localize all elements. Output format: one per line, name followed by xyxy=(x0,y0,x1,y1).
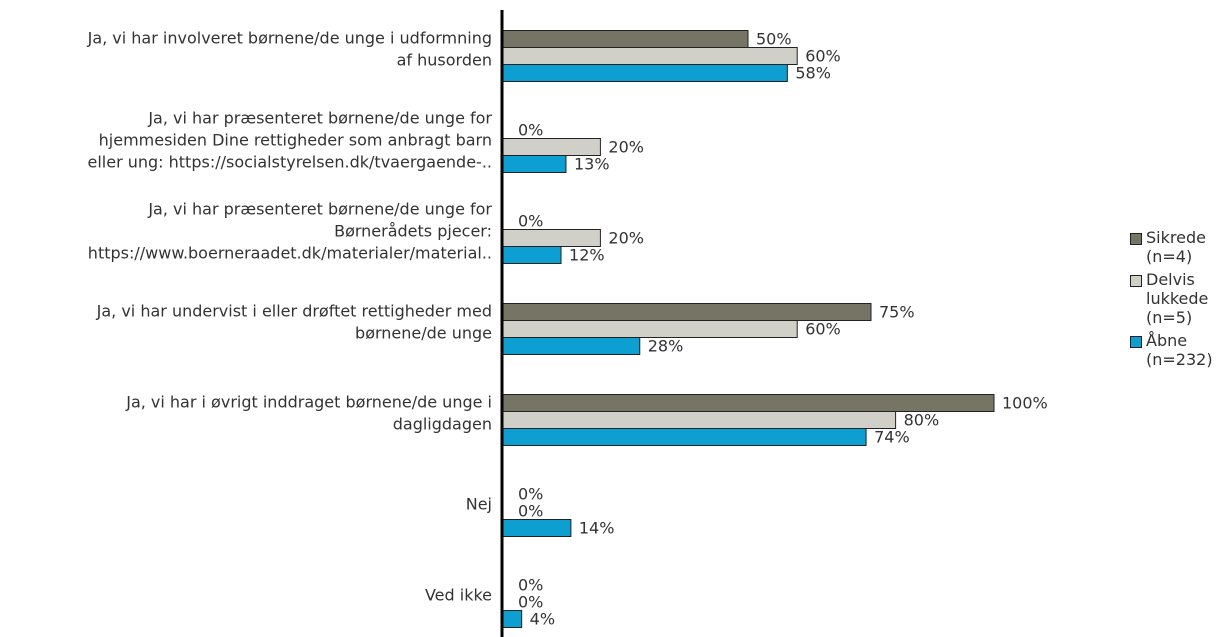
value-label: 0% xyxy=(518,121,543,140)
value-label: 20% xyxy=(608,138,644,157)
value-label: 80% xyxy=(904,411,940,430)
category-label: Ja, vi har præsenteret børnene/de unge f… xyxy=(147,200,492,219)
bar xyxy=(501,428,867,446)
value-label: 0% xyxy=(518,212,543,231)
value-label: 0% xyxy=(518,576,543,595)
bar xyxy=(501,610,523,628)
value-label: 75% xyxy=(879,303,915,322)
value-label: 14% xyxy=(579,519,615,538)
bar xyxy=(501,411,897,429)
value-label: 28% xyxy=(648,337,684,356)
bar xyxy=(501,138,601,156)
category-label: Børnerådets pjecer: xyxy=(334,222,492,241)
value-label: 50% xyxy=(756,30,792,49)
legend-label: Delvis lukkede (n=5) xyxy=(1146,270,1209,327)
category-label: Ja, vi har i øvrigt inddraget børnene/de… xyxy=(125,393,492,412)
category-label: Ved ikke xyxy=(425,586,492,605)
category-label: dagligdagen xyxy=(393,415,492,434)
bar xyxy=(501,394,995,412)
value-label: 0% xyxy=(518,502,543,521)
category-label: eller ung: https://socialstyrelsen.dk/tv… xyxy=(87,153,492,172)
legend-item: Åbne (n=232) xyxy=(1130,331,1228,369)
legend-item: Delvis lukkede (n=5) xyxy=(1130,270,1228,327)
legend-swatch xyxy=(1130,275,1142,287)
bar xyxy=(501,64,788,82)
legend-label: Sikrede (n=4) xyxy=(1146,228,1206,266)
legend-swatch xyxy=(1130,336,1142,348)
bar xyxy=(501,229,601,247)
value-label: 4% xyxy=(530,610,555,629)
bar xyxy=(501,320,798,338)
legend-item: Sikrede (n=4) xyxy=(1130,228,1228,266)
legend-swatch xyxy=(1130,233,1142,245)
value-label: 13% xyxy=(574,155,610,174)
category-label: hjemmesiden Dine rettigheder som anbragt… xyxy=(99,131,492,150)
legend: Sikrede (n=4) Delvis lukkede (n=5) Åbne (n… xyxy=(1130,228,1228,373)
value-label: 20% xyxy=(608,229,644,248)
category-label: børnene/de unge xyxy=(355,324,492,343)
bar xyxy=(501,519,572,537)
bar xyxy=(501,246,562,264)
value-label: 60% xyxy=(805,320,841,339)
bar xyxy=(501,303,872,321)
value-label: 0% xyxy=(518,593,543,612)
bar xyxy=(501,30,749,48)
value-label: 74% xyxy=(874,428,910,447)
bar xyxy=(501,155,567,173)
value-label: 100% xyxy=(1002,394,1048,413)
category-label: Nej xyxy=(466,495,492,514)
value-label: 0% xyxy=(518,485,543,504)
bar xyxy=(501,337,641,355)
value-label: 58% xyxy=(795,64,831,83)
category-label: https://www.boerneraadet.dk/materialer/m… xyxy=(88,244,492,263)
category-label: Ja, vi har undervist i eller drøftet ret… xyxy=(96,302,492,321)
legend-label: Åbne (n=232) xyxy=(1146,331,1213,369)
bar xyxy=(501,47,798,65)
value-label: 60% xyxy=(805,47,841,66)
category-label: af husorden xyxy=(397,51,492,70)
value-label: 12% xyxy=(569,246,605,265)
category-label: Ja, vi har præsenteret børnene/de unge f… xyxy=(147,109,492,128)
category-label: Ja, vi har involveret børnene/de unge i … xyxy=(87,29,492,48)
